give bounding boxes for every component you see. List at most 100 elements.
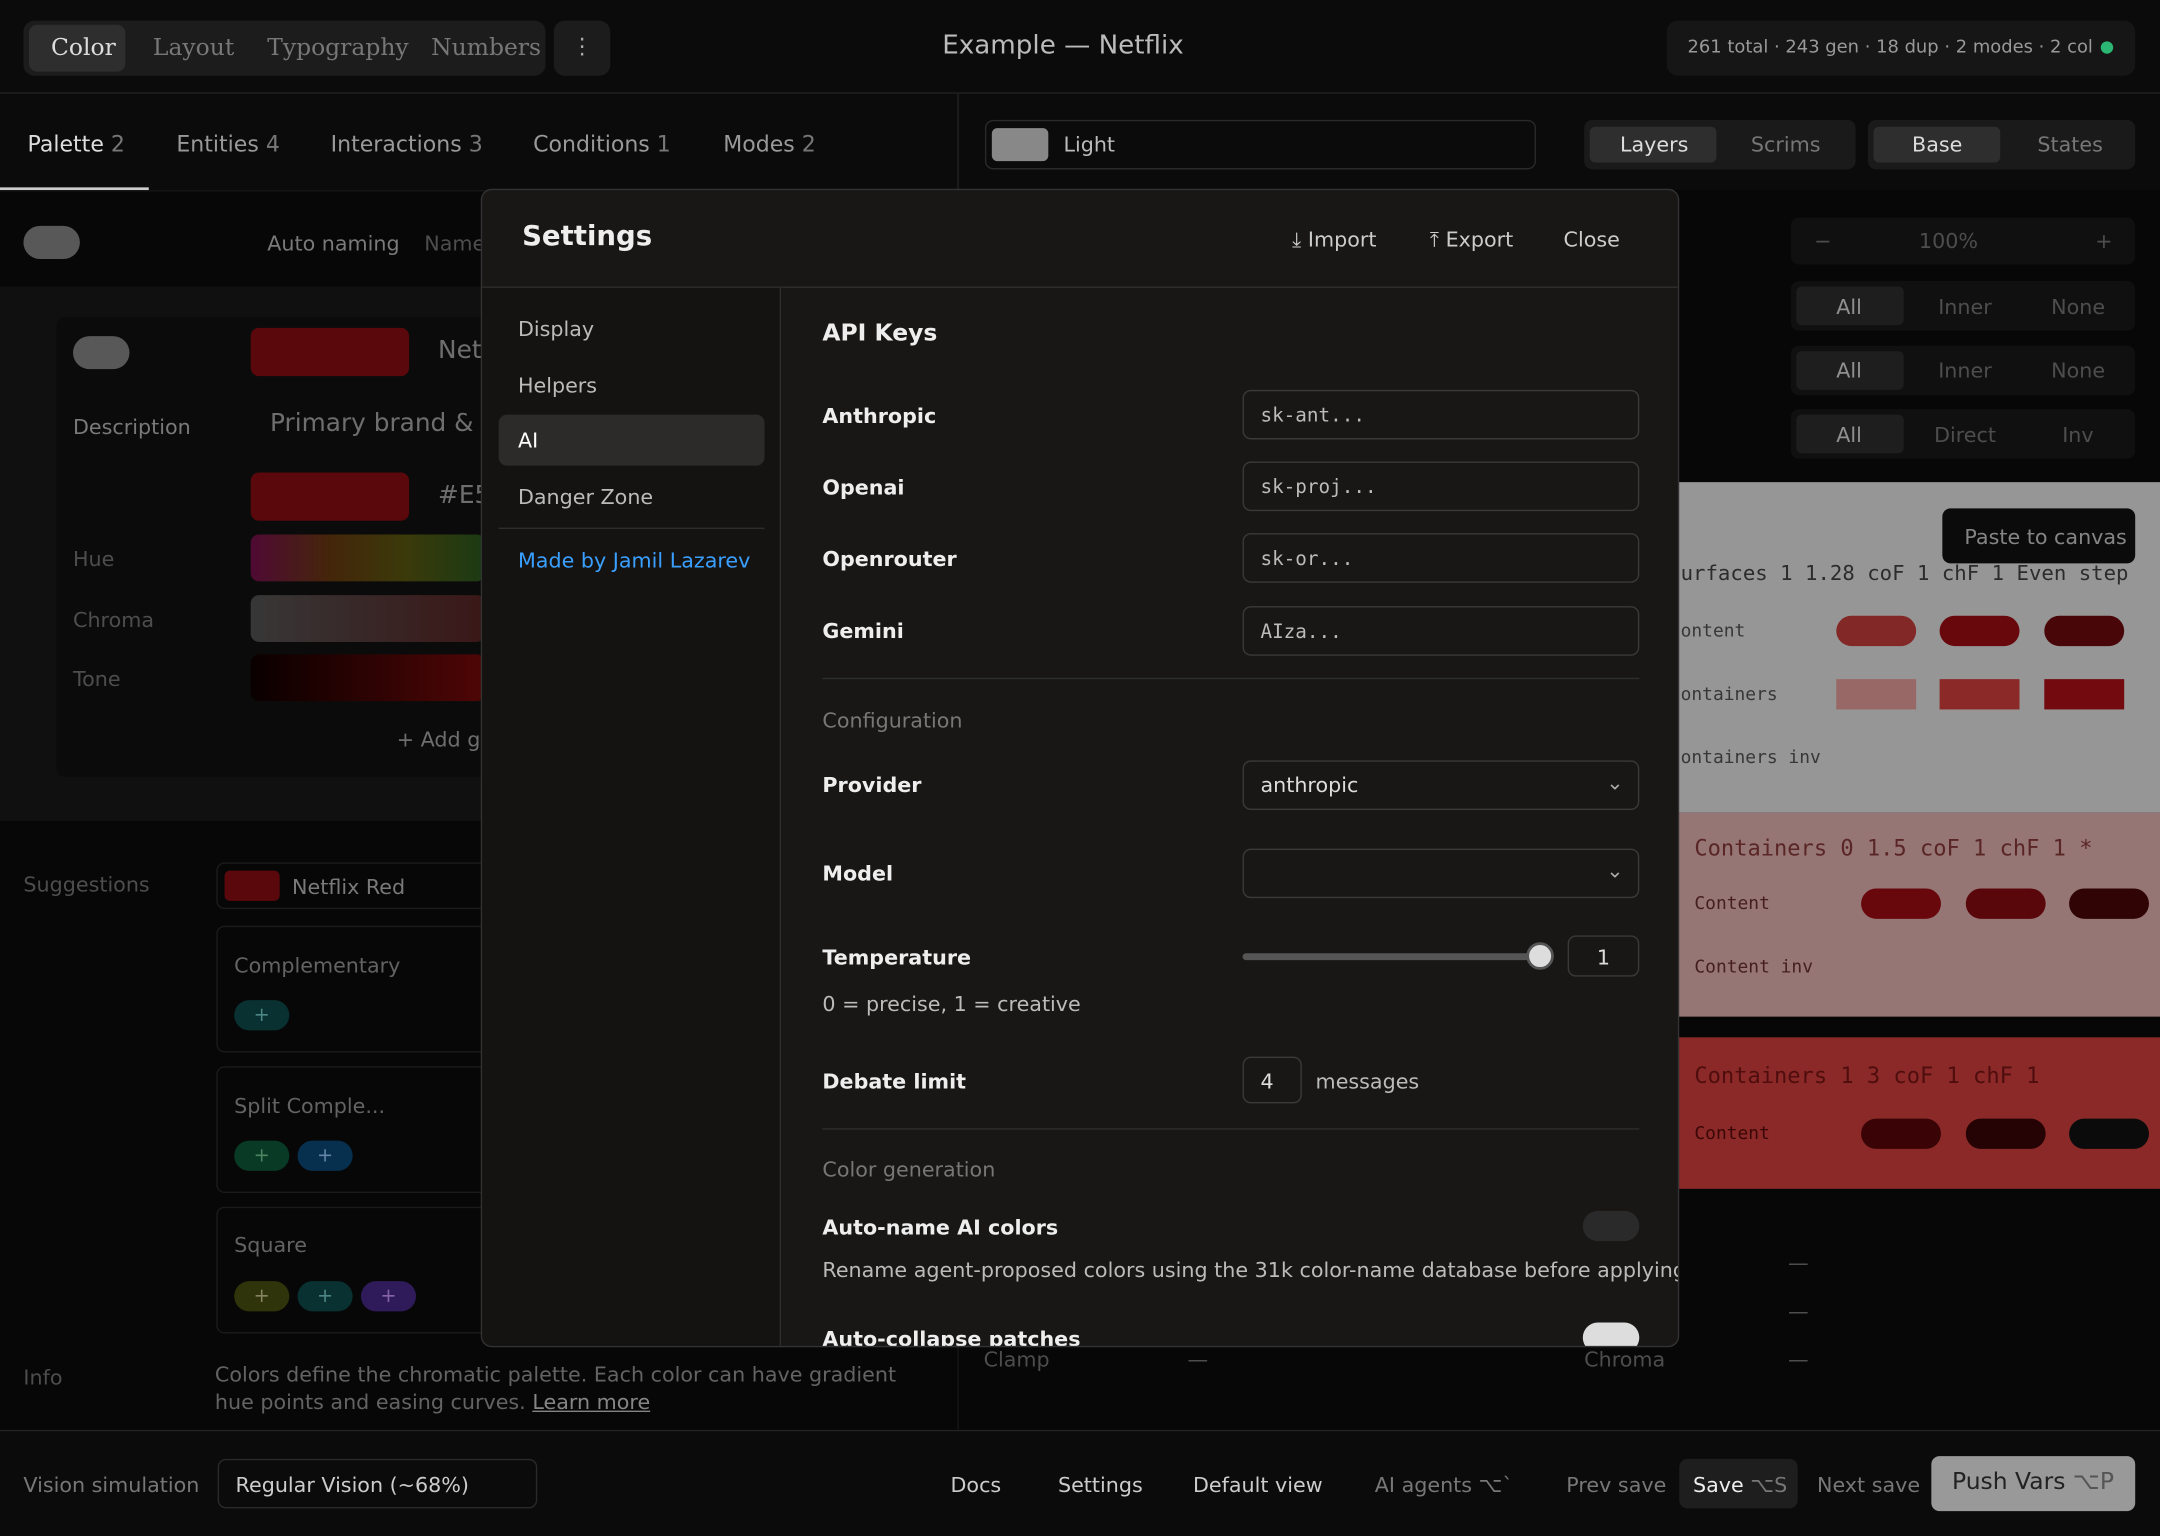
- segment[interactable]: All: [1836, 358, 1862, 383]
- ai-agents[interactable]: AI agents: [1374, 1472, 1473, 1498]
- segment[interactable]: Inner: [1938, 294, 1992, 320]
- input-value[interactable]: sk-proj...: [1260, 476, 1377, 499]
- add-chip[interactable]: +: [297, 1281, 353, 1312]
- segment[interactable]: Scrims: [1750, 132, 1821, 158]
- project-title[interactable]: Example — Netflix: [942, 30, 1184, 61]
- menu-button[interactable]: ⋮: [553, 20, 611, 76]
- tab[interactable]: Numbers: [431, 34, 542, 62]
- nav-item[interactable]: Danger Zone: [517, 484, 654, 510]
- zoom-in[interactable]: +: [2095, 228, 2113, 254]
- hue-slider[interactable]: [250, 534, 485, 582]
- auto-naming[interactable]: Auto naming: [267, 231, 400, 257]
- mode-select[interactable]: [984, 119, 1536, 170]
- tab[interactable]: Conditions: [533, 130, 650, 158]
- add-chip[interactable]: +: [360, 1281, 417, 1312]
- input-value[interactable]: sk-ant...: [1260, 404, 1365, 428]
- push-button[interactable]: [1931, 1456, 2136, 1512]
- add-chip[interactable]: +: [234, 1140, 290, 1171]
- segment[interactable]: States: [2037, 132, 2103, 158]
- segment-active[interactable]: [1796, 286, 1904, 326]
- default-view[interactable]: Default view: [1192, 1472, 1323, 1498]
- description[interactable]: Primary brand & C: [270, 409, 499, 439]
- nav-item[interactable]: Display: [517, 316, 595, 342]
- tab[interactable]: Layout: [152, 34, 235, 62]
- segment[interactable]: All: [1836, 294, 1862, 320]
- add-button[interactable]: + Add gr: [396, 727, 489, 753]
- select[interactable]: [217, 1458, 538, 1509]
- swatch[interactable]: [250, 327, 410, 377]
- docs[interactable]: Docs: [950, 1472, 1002, 1498]
- slider-track[interactable]: [1242, 953, 1543, 961]
- toggle-off[interactable]: [1582, 1210, 1640, 1242]
- tab[interactable]: Entities: [176, 130, 259, 158]
- add-chip[interactable]: +: [234, 1281, 290, 1312]
- chevron: ⌄: [1606, 770, 1624, 795]
- select[interactable]: [1242, 848, 1640, 899]
- tab[interactable]: Typography: [267, 34, 409, 62]
- field-label: Model: [822, 860, 894, 886]
- segment[interactable]: Direct: [1934, 422, 1996, 448]
- select-value[interactable]: anthropic: [1260, 772, 1359, 798]
- segment[interactable]: Base: [1912, 132, 1963, 158]
- save-button[interactable]: [1679, 1458, 1798, 1509]
- tone-slider[interactable]: [250, 654, 485, 702]
- close[interactable]: Close: [1563, 227, 1620, 253]
- tab[interactable]: Interactions: [330, 130, 462, 158]
- swatch[interactable]: [250, 472, 410, 521]
- chroma-slider[interactable]: [250, 595, 485, 642]
- import[interactable]: Import: [1307, 227, 1377, 253]
- link[interactable]: Learn more: [532, 1389, 651, 1415]
- tab[interactable]: Modes: [723, 130, 795, 158]
- chip: [1836, 615, 1917, 647]
- segment[interactable]: None: [2051, 294, 2106, 320]
- segment[interactable]: Inner: [1938, 358, 1992, 383]
- select-value[interactable]: Regular Vision (~68%): [235, 1472, 469, 1498]
- number-value[interactable]: 1: [1596, 944, 1611, 970]
- nav-active[interactable]: [498, 414, 765, 466]
- toggle[interactable]: [73, 336, 130, 370]
- slider-thumb[interactable]: [1526, 942, 1554, 970]
- tab[interactable]: Color: [50, 34, 116, 62]
- save[interactable]: Save: [1693, 1472, 1744, 1498]
- segment[interactable]: None: [2051, 358, 2106, 383]
- segment[interactable]: Inv: [2062, 422, 2094, 448]
- number-value[interactable]: 4: [1260, 1068, 1274, 1094]
- segment-active[interactable]: [1873, 126, 2001, 163]
- segment-active[interactable]: [1796, 414, 1904, 454]
- name-field[interactable]: Name: [424, 231, 486, 257]
- next-save[interactable]: Next save: [1816, 1472, 1921, 1498]
- color-name[interactable]: Net: [438, 336, 482, 366]
- input[interactable]: [1242, 606, 1640, 656]
- number-input[interactable]: [1242, 1056, 1302, 1104]
- tab[interactable]: Palette: [27, 130, 104, 158]
- modal-title: Settings: [522, 219, 653, 253]
- input[interactable]: [1242, 389, 1640, 440]
- export[interactable]: Export: [1445, 227, 1514, 253]
- input[interactable]: [1242, 461, 1640, 512]
- settings[interactable]: Settings: [1057, 1472, 1143, 1498]
- nav-item[interactable]: Helpers: [517, 373, 598, 399]
- input-value[interactable]: sk-or...: [1260, 548, 1354, 571]
- input-value[interactable]: AIza...: [1260, 621, 1342, 644]
- add-chip[interactable]: +: [234, 1000, 290, 1031]
- segment[interactable]: All: [1836, 422, 1862, 448]
- number-input[interactable]: [1567, 935, 1640, 977]
- segment[interactable]: Layers: [1619, 132, 1689, 158]
- segment-active[interactable]: [1796, 351, 1904, 390]
- tab-active[interactable]: [28, 24, 126, 72]
- value: —: [1788, 1250, 1809, 1276]
- select[interactable]: [1242, 760, 1640, 810]
- toggle[interactable]: [23, 225, 80, 259]
- input[interactable]: [1242, 533, 1640, 583]
- prev-save[interactable]: Prev save: [1566, 1472, 1667, 1498]
- nav-item[interactable]: AI: [517, 428, 539, 454]
- push[interactable]: Push Vars: [1951, 1468, 2066, 1497]
- zoom: [1790, 217, 2136, 265]
- credit-link[interactable]: Made by Jamil Lazarev: [517, 548, 751, 574]
- toggle-on[interactable]: [1582, 1322, 1640, 1346]
- zoom-level[interactable]: 100%: [1918, 228, 1979, 254]
- zoom-out[interactable]: −: [1814, 228, 1832, 254]
- segment-active[interactable]: [1589, 126, 1717, 163]
- chip: [1836, 679, 1917, 710]
- add-chip[interactable]: +: [297, 1140, 353, 1171]
